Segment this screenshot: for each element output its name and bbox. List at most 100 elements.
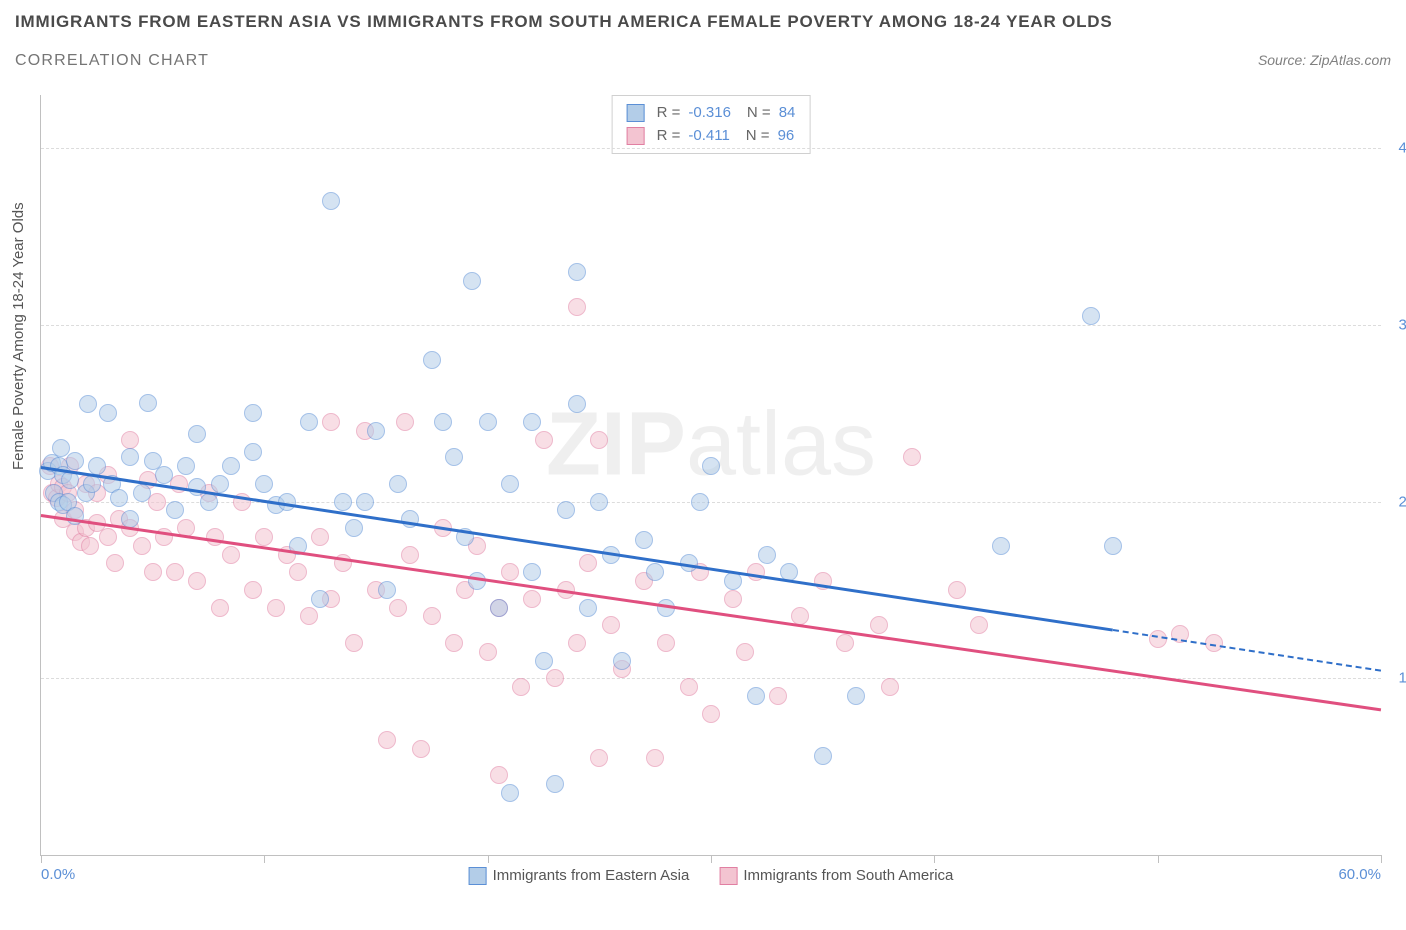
- y-tick-label: 30.0%: [1386, 316, 1406, 333]
- y-tick-label: 20.0%: [1386, 493, 1406, 510]
- data-point: [244, 404, 262, 422]
- data-point: [501, 563, 519, 581]
- data-point: [81, 537, 99, 555]
- data-point: [255, 528, 273, 546]
- data-point: [345, 519, 363, 537]
- gridline: [41, 325, 1381, 326]
- data-point: [177, 457, 195, 475]
- data-point: [747, 563, 765, 581]
- data-point: [970, 616, 988, 634]
- data-point: [389, 599, 407, 617]
- data-point: [847, 687, 865, 705]
- x-tick-label: 0.0%: [41, 866, 75, 883]
- data-point: [501, 475, 519, 493]
- subtitle-row: CORRELATION CHART Source: ZipAtlas.com: [15, 52, 1391, 70]
- data-point: [680, 678, 698, 696]
- data-point: [322, 413, 340, 431]
- data-point: [724, 572, 742, 590]
- data-point: [255, 475, 273, 493]
- data-point: [311, 528, 329, 546]
- y-tick-label: 10.0%: [1386, 670, 1406, 687]
- data-point: [535, 431, 553, 449]
- data-point: [206, 528, 224, 546]
- data-point: [155, 466, 173, 484]
- data-point: [501, 784, 519, 802]
- data-point: [99, 528, 117, 546]
- data-point: [222, 457, 240, 475]
- data-point: [99, 404, 117, 422]
- data-point: [490, 766, 508, 784]
- data-point: [244, 443, 262, 461]
- data-point: [568, 298, 586, 316]
- data-point: [546, 669, 564, 687]
- scatter-plot: ZIPatlas R =-0.316 N =84 R =-0.411 N =96…: [40, 95, 1381, 856]
- data-point: [736, 643, 754, 661]
- data-point: [590, 749, 608, 767]
- data-point: [546, 775, 564, 793]
- trend-line: [1113, 629, 1381, 672]
- data-point: [1104, 537, 1122, 555]
- data-point: [523, 563, 541, 581]
- data-point: [166, 501, 184, 519]
- stats-legend: R =-0.316 N =84 R =-0.411 N =96: [612, 95, 811, 154]
- data-point: [300, 607, 318, 625]
- data-point: [133, 537, 151, 555]
- data-point: [747, 687, 765, 705]
- data-point: [702, 705, 720, 723]
- data-point: [568, 634, 586, 652]
- data-point: [334, 493, 352, 511]
- data-point: [110, 489, 128, 507]
- data-point: [646, 563, 664, 581]
- data-point: [378, 731, 396, 749]
- chart-title: IMMIGRANTS FROM EASTERN ASIA VS IMMIGRAN…: [15, 12, 1391, 32]
- data-point: [602, 616, 620, 634]
- legend-item-eastern-asia: Immigrants from Eastern Asia: [469, 867, 690, 885]
- data-point: [490, 599, 508, 617]
- data-point: [646, 749, 664, 767]
- data-point: [139, 394, 157, 412]
- data-point: [356, 493, 374, 511]
- data-point: [423, 351, 441, 369]
- data-point: [133, 484, 151, 502]
- data-point: [479, 643, 497, 661]
- x-tick: [488, 855, 489, 863]
- data-point: [367, 422, 385, 440]
- data-point: [691, 493, 709, 511]
- swatch-icon: [627, 104, 645, 122]
- data-point: [79, 395, 97, 413]
- stats-row-south-america: R =-0.411 N =96: [627, 125, 796, 148]
- x-tick: [711, 855, 712, 863]
- data-point: [1082, 307, 1100, 325]
- data-point: [148, 493, 166, 511]
- data-point: [445, 448, 463, 466]
- data-point: [300, 413, 318, 431]
- y-tick-label: 40.0%: [1386, 140, 1406, 157]
- data-point: [289, 563, 307, 581]
- x-tick: [1158, 855, 1159, 863]
- source-label: Source: ZipAtlas.com: [1258, 52, 1391, 68]
- data-point: [702, 457, 720, 475]
- x-tick: [41, 855, 42, 863]
- data-point: [590, 493, 608, 511]
- data-point: [568, 395, 586, 413]
- y-axis-label: Female Poverty Among 18-24 Year Olds: [10, 202, 27, 470]
- data-point: [635, 531, 653, 549]
- data-point: [903, 448, 921, 466]
- data-point: [523, 590, 541, 608]
- x-tick: [264, 855, 265, 863]
- data-point: [345, 634, 363, 652]
- data-point: [479, 413, 497, 431]
- data-point: [992, 537, 1010, 555]
- data-point: [389, 475, 407, 493]
- data-point: [590, 431, 608, 449]
- data-point: [396, 413, 414, 431]
- data-point: [870, 616, 888, 634]
- data-point: [401, 546, 419, 564]
- data-point: [434, 413, 452, 431]
- gridline: [41, 148, 1381, 149]
- data-point: [512, 678, 530, 696]
- data-point: [188, 425, 206, 443]
- data-point: [66, 452, 84, 470]
- data-point: [188, 572, 206, 590]
- data-point: [244, 581, 262, 599]
